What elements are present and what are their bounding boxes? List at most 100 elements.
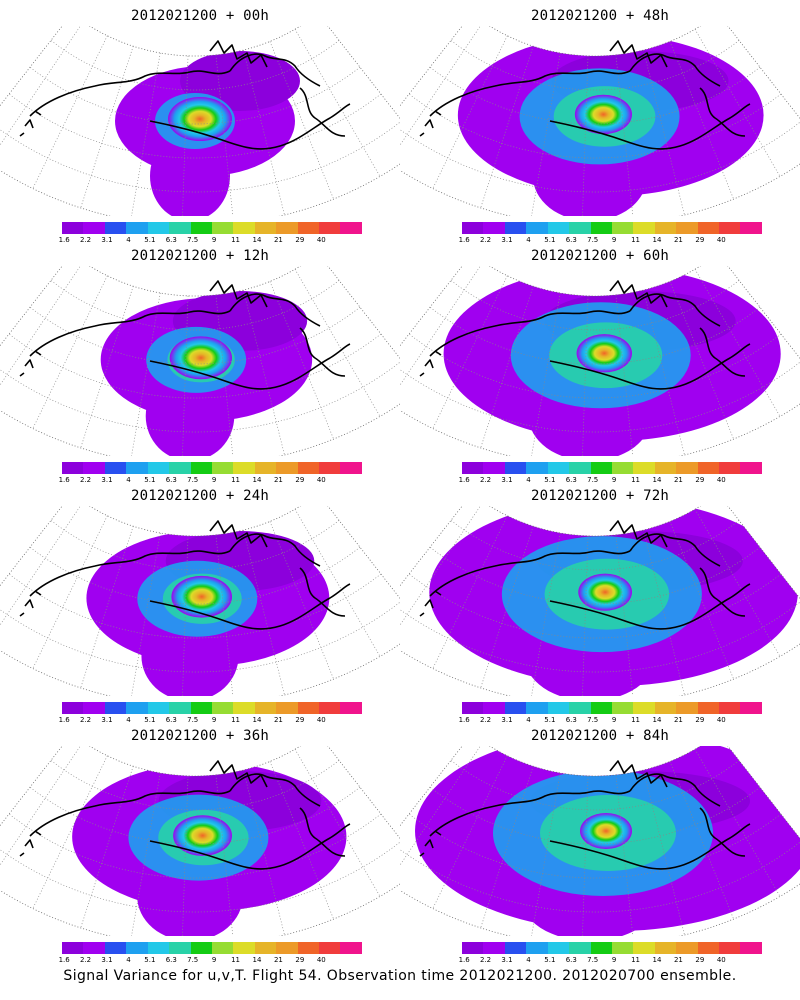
colorbar-tick-label: 1.6: [58, 716, 70, 724]
colorbar-tick-label: 11: [631, 956, 641, 964]
colorbar-tick-label: 9: [211, 476, 217, 484]
signal-variance-map: [400, 266, 800, 456]
colorbar-tick-label: 5.1: [544, 476, 556, 484]
signal-variance-map: [0, 746, 400, 936]
colorbar-swatch: [297, 222, 320, 234]
colorbar-tick-label: 21: [673, 956, 683, 964]
colorbar-ticks: 1.6 2.2 3.1 4 5.1 6.3 7.5 9 11 14 21 29 40: [458, 476, 762, 486]
colorbar-swatch: [590, 462, 612, 474]
panel-title: 2012021200 + 12h: [130, 248, 270, 264]
signal-variance-map: [400, 746, 800, 936]
colorbar-swatch: [276, 942, 298, 954]
colorbar-swatch: [297, 462, 320, 474]
colorbar-swatch: [126, 702, 148, 714]
colorbar-tick-label: 6.3: [165, 956, 177, 964]
colorbar-swatch: [633, 222, 655, 234]
colorbar-swatch: [83, 462, 105, 474]
variance-peak: [168, 97, 232, 141]
colorbar-swatch: [340, 462, 362, 474]
panel-title: 2012021200 + 48h: [530, 8, 670, 24]
colorbar-tick-label: 11: [631, 716, 641, 724]
colorbar-swatch: [740, 702, 762, 714]
panel-24h: 2012021200 + 24h 1.6 2.2 3.1 4 5.1 6.3 7.5 9 11 1…: [0, 480, 400, 724]
colorbar-swatch: [340, 222, 362, 234]
colorbar-tick-label: 7.5: [587, 956, 599, 964]
colorbar-swatch: [104, 942, 127, 954]
colorbar-tick-label: 21: [673, 476, 683, 484]
colorbar-swatch: [611, 702, 634, 714]
colorbar-swatch: [526, 702, 548, 714]
colorbar-swatch: [254, 942, 277, 954]
colorbar-swatch: [504, 942, 527, 954]
colorbar-tick-label: 21: [673, 236, 683, 244]
colorbar-swatch: [719, 942, 741, 954]
colorbar-swatch: [276, 702, 298, 714]
colorbar-swatch: [590, 702, 612, 714]
colorbar-swatch: [569, 942, 591, 954]
colorbar-tick-label: 3.1: [501, 476, 513, 484]
colorbar-tick-label: 1.6: [458, 476, 470, 484]
colorbar-tick-label: 9: [211, 236, 217, 244]
variance-peak: [574, 94, 632, 135]
panel-84h: 2012021200 + 84h 1.6 2.2 3.1 4 5.1 6.3 7.5 9 11 1…: [400, 720, 800, 964]
colorbar-tick-label: 6.3: [165, 716, 177, 724]
colorbar-tick-label: 40: [316, 956, 326, 964]
colorbar-swatch: [254, 702, 277, 714]
colorbar-swatch: [104, 222, 127, 234]
variance-peak: [173, 815, 232, 856]
colorbar-swatch: [611, 462, 634, 474]
panel-12h: 2012021200 + 12h 1.6 2.2 3.1 4 5.1 6.3 7.5 9 11 1…: [0, 240, 400, 484]
colorbar-ticks: 1.6 2.2 3.1 4 5.1 6.3 7.5 9 11 14 21 29 40: [58, 716, 362, 726]
graticule: [400, 266, 800, 456]
colorbar-tick-label: 4: [126, 716, 131, 724]
colorbar-swatch: [526, 222, 548, 234]
colorbar-swatch: [297, 942, 320, 954]
colorbar-tick-label: 11: [631, 476, 641, 484]
colorbar-swatch: [62, 702, 84, 714]
colorbar-swatch: [697, 942, 720, 954]
coastlines: [19, 760, 351, 870]
colorbar-swatch: [233, 462, 255, 474]
graticule: [400, 26, 800, 216]
colorbar-swatch: [233, 702, 255, 714]
colorbar-tick-label: 2.2: [79, 236, 92, 244]
colorbar-tick-label: 9: [611, 956, 617, 964]
colorbar-swatch: [504, 222, 527, 234]
colorbar-tick-label: 21: [273, 956, 283, 964]
coastlines: [19, 280, 351, 390]
colorbar-swatch: [169, 702, 191, 714]
colorbar-swatch: [483, 462, 505, 474]
colorbar-tick-label: 5.1: [544, 716, 556, 724]
colorbar-swatch: [211, 942, 234, 954]
colorbar-tick-label: 6.3: [165, 476, 177, 484]
colorbar-swatch: [547, 462, 570, 474]
colorbar-tick-label: 5.1: [544, 236, 556, 244]
colorbar-swatch: [483, 942, 505, 954]
colorbar-tick-label: 40: [716, 236, 726, 244]
colorbar-tick-label: 7.5: [587, 716, 599, 724]
colorbar-tick-label: 5.1: [144, 236, 156, 244]
colorbar-tick-label: 7.5: [587, 236, 599, 244]
coastlines: [419, 40, 751, 150]
colorbar: [62, 462, 362, 474]
colorbar-swatch: [319, 702, 341, 714]
colorbar-swatch: [590, 942, 612, 954]
colorbar-swatch: [126, 222, 148, 234]
colorbar-swatch: [633, 942, 655, 954]
coastlines: [419, 280, 751, 390]
variance-field: [86, 530, 330, 696]
colorbar-tick-label: 14: [252, 476, 262, 484]
variance-peak: [171, 575, 232, 618]
colorbar-tick-label: 7.5: [187, 716, 199, 724]
panel-00h: 2012021200 + 00h 1.6 2.2 3.1 4 5.1 6.3 7.5 9 11 1…: [0, 0, 400, 244]
colorbar: [62, 222, 362, 234]
colorbar-swatch: [697, 702, 720, 714]
colorbar-swatch: [633, 462, 655, 474]
colorbar-tick-label: 11: [631, 236, 641, 244]
colorbar-swatch: [233, 942, 255, 954]
colorbar-swatch: [83, 702, 105, 714]
variance-field: [72, 762, 347, 936]
colorbar-swatch: [654, 942, 677, 954]
colorbar-tick-label: 29: [695, 716, 705, 724]
colorbar-swatch: [319, 462, 341, 474]
